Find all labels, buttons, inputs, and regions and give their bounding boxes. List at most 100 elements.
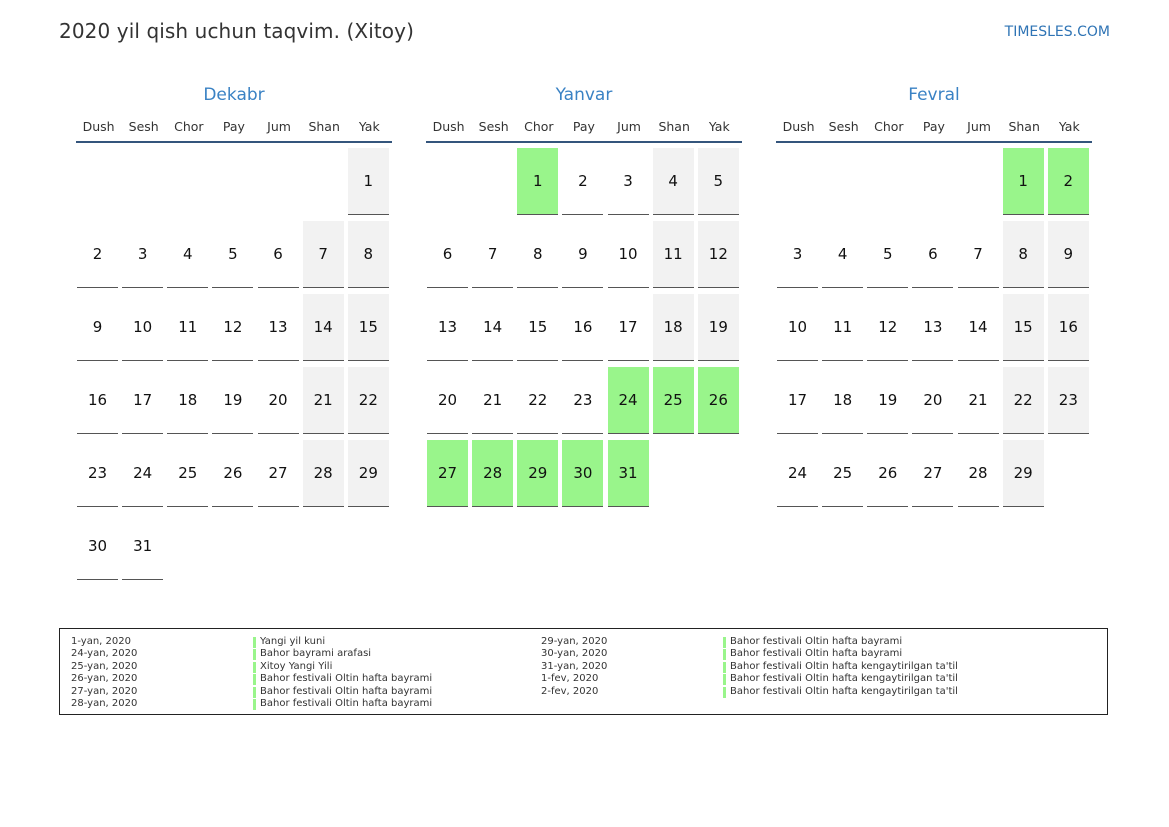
legend-date: 24-yan, 2020 [71,648,138,660]
day-cell: 4 [652,148,694,215]
day-cell: 31 [122,513,164,580]
legend-date: 25-yan, 2020 [71,660,138,672]
weekday-label: Jum [617,119,641,134]
day-cell: 24 [777,440,818,507]
day-cell: 28 [302,440,344,507]
legend-date: 30-yan, 2020 [541,648,608,660]
day-cell: 2 [77,221,118,288]
day-cell: 28 [957,440,999,507]
day-cell: 9 [1047,221,1089,288]
day-cell: 24 [607,367,649,434]
weekday-label: Chor [524,119,554,134]
legend-item: 27-yan, 2020 Bahor festivali Oltin hafta … [71,686,541,698]
legend-item: 29-yan, 2020 Bahor festivali Oltin hafta … [541,636,1101,648]
day-grid: 1 2 3 4 5 6 7 8 9 10 11 12 13 14 15 16 17 18 19 20 21 22 23 24 2… [76,148,392,588]
weekday-label: Pay [572,119,595,134]
day-cell: 11 [167,294,209,361]
weekday-label: Dush [82,119,115,134]
legend-holiday-name: Bahor festivali Oltin hafta bayrami [730,636,903,647]
day-cell: 1 [1002,148,1044,215]
day-cell: 3 [122,221,164,288]
day-cell: 14 [472,294,514,361]
day-cell: 20 [912,367,954,434]
page-title: 2020 yil qish uchun taqvim. (Xitoy) [59,19,414,43]
day-cell: 16 [77,367,118,434]
holiday-marker-icon [253,661,256,673]
day-cell: 18 [652,294,694,361]
day-cell: 15 [517,294,559,361]
weekday-label: Shan [1008,119,1040,134]
day-grid: 1 2 3 4 5 6 7 8 9 10 11 12 13 14 15 16 17 18 19 20 21 22 23 24 2… [776,148,1092,588]
day-cell: 21 [302,367,344,434]
day-cell: 16 [562,294,604,361]
day-cell: 21 [472,367,514,434]
day-cell: 11 [652,221,694,288]
day-cell: 19 [212,367,254,434]
day-cell: 14 [957,294,999,361]
legend-item: 26-yan, 2020 Bahor festivali Oltin hafta … [71,673,541,686]
legend-date: 26-yan, 2020 [71,673,138,685]
month-title: Dekabr [203,85,265,105]
day-cell: 26 [697,367,739,434]
day-cell: 5 [697,148,739,215]
day-cell: 11 [822,294,864,361]
day-cell: 13 [912,294,954,361]
day-cell: 26 [212,440,254,507]
day-cell: 30 [77,513,118,580]
legend-holiday-name: Bahor festivali Oltin hafta bayrami [260,685,433,697]
legend-date: 29-yan, 2020 [541,636,608,647]
day-cell: 12 [212,294,254,361]
weekday-label: Shan [658,119,690,134]
day-cell: 23 [77,440,118,507]
weekday-label: Yak [708,119,730,134]
day-cell: 3 [777,221,818,288]
holiday-marker-icon [253,637,256,648]
day-cell: 10 [122,294,164,361]
legend-item: 2-fev, 2020 Bahor festivali Oltin hafta k… [541,686,1101,698]
month-title: Yanvar [555,85,613,105]
weekday-label: Jum [267,119,291,134]
day-cell: 8 [517,221,559,288]
weekday-label: Chor [174,119,204,134]
holiday-marker-icon [253,649,256,661]
legend-holiday-name: Bahor festivali Oltin hafta kengaytirilg… [730,673,958,685]
weekday-label: Yak [358,119,380,134]
day-cell: 22 [517,367,559,434]
day-cell: 24 [122,440,164,507]
holiday-marker-icon [723,637,726,648]
day-cell: 25 [652,367,694,434]
day-cell: 16 [1047,294,1089,361]
day-cell: 19 [867,367,909,434]
holiday-marker-icon [723,661,726,673]
day-cell: 15 [347,294,389,361]
brand-link[interactable]: TIMESLES.COM [1004,24,1110,40]
weekday-label: Chor [874,119,904,134]
day-cell: 2 [562,148,604,215]
month-title: Fevral [908,85,960,105]
day-cell: 10 [607,221,649,288]
weekday-header: Dush Sesh Chor Pay Jum Shan Yak [776,117,1092,143]
holiday-marker-icon [253,674,256,686]
legend-holiday-name: Bahor festivali Oltin hafta bayrami [260,697,433,709]
day-cell: 7 [302,221,344,288]
day-cell: 8 [347,221,389,288]
weekday-label: Shan [308,119,340,134]
day-cell: 19 [697,294,739,361]
weekday-label: Jum [967,119,991,134]
day-cell: 8 [1002,221,1044,288]
holiday-marker-icon [723,686,726,698]
day-cell: 5 [867,221,909,288]
day-cell: 13 [427,294,468,361]
legend-item: 25-yan, 2020 Xitoy Yangi Yili [71,661,541,673]
legend-holiday-name: Bahor festivali Oltin hafta kengaytirilg… [730,660,958,672]
day-cell: 27 [427,440,468,507]
day-cell: 22 [1002,367,1044,434]
legend-item: 31-yan, 2020 Bahor festivali Oltin hafta … [541,661,1101,673]
day-cell: 1 [517,148,559,215]
day-cell: 1 [347,148,389,215]
legend-column: 29-yan, 2020 Bahor festivali Oltin hafta … [541,636,1101,698]
day-cell: 7 [957,221,999,288]
holiday-marker-icon [253,698,256,710]
